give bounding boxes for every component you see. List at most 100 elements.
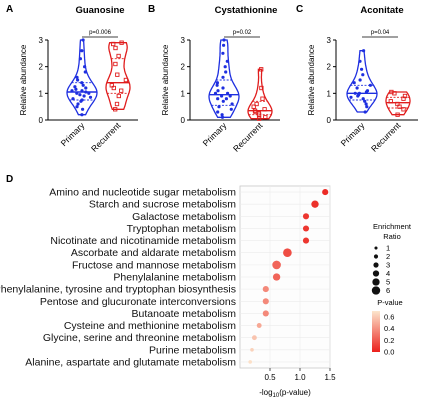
pathway-label: Alanine, aspartate and glutamate metabol… [25,356,236,368]
data-point [113,45,118,51]
data-point [111,41,116,47]
p-value-label: p=0.006 [89,30,112,36]
enrichment-dot [322,189,329,196]
y-tick-label: 1 [39,89,44,98]
data-point [74,87,78,91]
data-point [388,99,393,104]
x-category-label: Primary [59,120,87,148]
pathway-label: Starch and sucrose metabolism [89,199,236,211]
data-point [263,115,268,120]
data-point [365,105,369,109]
x-category-label: Recurrent [89,120,123,154]
enrichment-dot [262,310,269,317]
violin-outline [247,68,273,120]
data-point [217,105,221,109]
enrichment-dot [272,273,281,281]
data-point [75,105,79,109]
panel-letter: B [148,4,155,15]
size-legend-dot [373,254,379,259]
data-point [222,38,226,42]
y-axis-label: Relative abundance [19,44,28,115]
data-point [216,89,220,93]
pathway-label: Nicotinate and nicotinamide metabolism [50,235,236,247]
data-point [215,83,219,87]
pathway-label: Cysteine and methionine metabolism [64,320,236,332]
y-tick-label: 1 [181,89,186,98]
enrichment-dot [256,323,262,328]
data-point [80,98,84,102]
size-legend-label: 6 [386,286,390,295]
pathway-label: Fructose and mannose metabolism [72,259,236,271]
data-point [254,101,259,107]
data-point [213,91,218,95]
data-point [76,102,80,106]
color-legend-label: 0.6 [384,312,394,321]
pathway-label: Phenylalanine metabolism [113,272,236,284]
data-point [364,102,368,106]
data-point [361,97,365,101]
data-point [228,94,232,98]
data-point [225,59,229,63]
data-point [358,78,362,82]
data-point [78,93,82,97]
enrichment-dot [272,260,281,270]
size-legend-dot [374,246,378,250]
data-point [114,101,120,107]
y-tick-label: 3 [181,36,186,45]
data-point [78,57,82,61]
data-point [352,81,356,85]
data-point [368,83,372,87]
violin-primary [66,38,98,117]
violin-outline [105,42,131,110]
data-point [224,70,228,74]
data-point [75,75,79,79]
data-point [389,89,394,95]
data-point [226,91,230,95]
data-point [260,96,265,101]
size-legend-dot [371,286,381,295]
data-point [251,104,256,109]
enrichment-dot [262,286,269,293]
enrichment-dot [302,213,310,220]
data-point [358,59,362,63]
data-point [83,65,87,69]
size-legend-title-line1: Enrichment [373,222,412,231]
x-category-label: Recurrent [369,120,403,154]
data-point [360,67,364,71]
data-point [395,101,400,107]
enrichment-dot [283,248,292,257]
y-axis-label: Relative abundance [161,44,170,115]
y-axis-label: Relative abundance [307,44,316,115]
data-point [221,75,225,79]
size-legend-dot [373,262,379,268]
data-point [71,97,75,101]
violin-primary [208,38,240,119]
data-point [357,91,361,95]
x-category-label: Primary [201,120,229,148]
y-tick-label: 0 [181,116,186,125]
p-value-label: p=0.04 [371,30,390,36]
enrichment-dot-plot: D Amino and nucleotide sugar metabolismSt… [0,174,412,399]
pathway-label: Galactose metabolism [132,211,236,223]
size-legend-dot [372,270,380,277]
y-tick-label: 2 [39,63,44,72]
panel-letter: A [6,4,13,15]
size-legend-label: 2 [386,252,390,261]
data-point [113,61,118,67]
y-tick-label: 2 [327,63,332,72]
x-tick-label: 0.5 [264,373,276,382]
data-point [80,113,84,117]
violin-recurrent [385,89,411,117]
violin-outline [208,39,240,118]
y-tick-label: 2 [181,63,186,72]
data-point [81,83,85,87]
panel-title: Cystathionine [215,5,278,16]
data-point [256,116,262,121]
data-point [83,70,87,74]
violin-outline [346,50,378,113]
data-point [230,102,234,106]
data-point [216,110,220,114]
data-point [113,107,118,112]
data-point [116,53,121,59]
panel-b: B Cystathionine 0 1 2 3 Relative abundance p=0.… [148,4,280,154]
